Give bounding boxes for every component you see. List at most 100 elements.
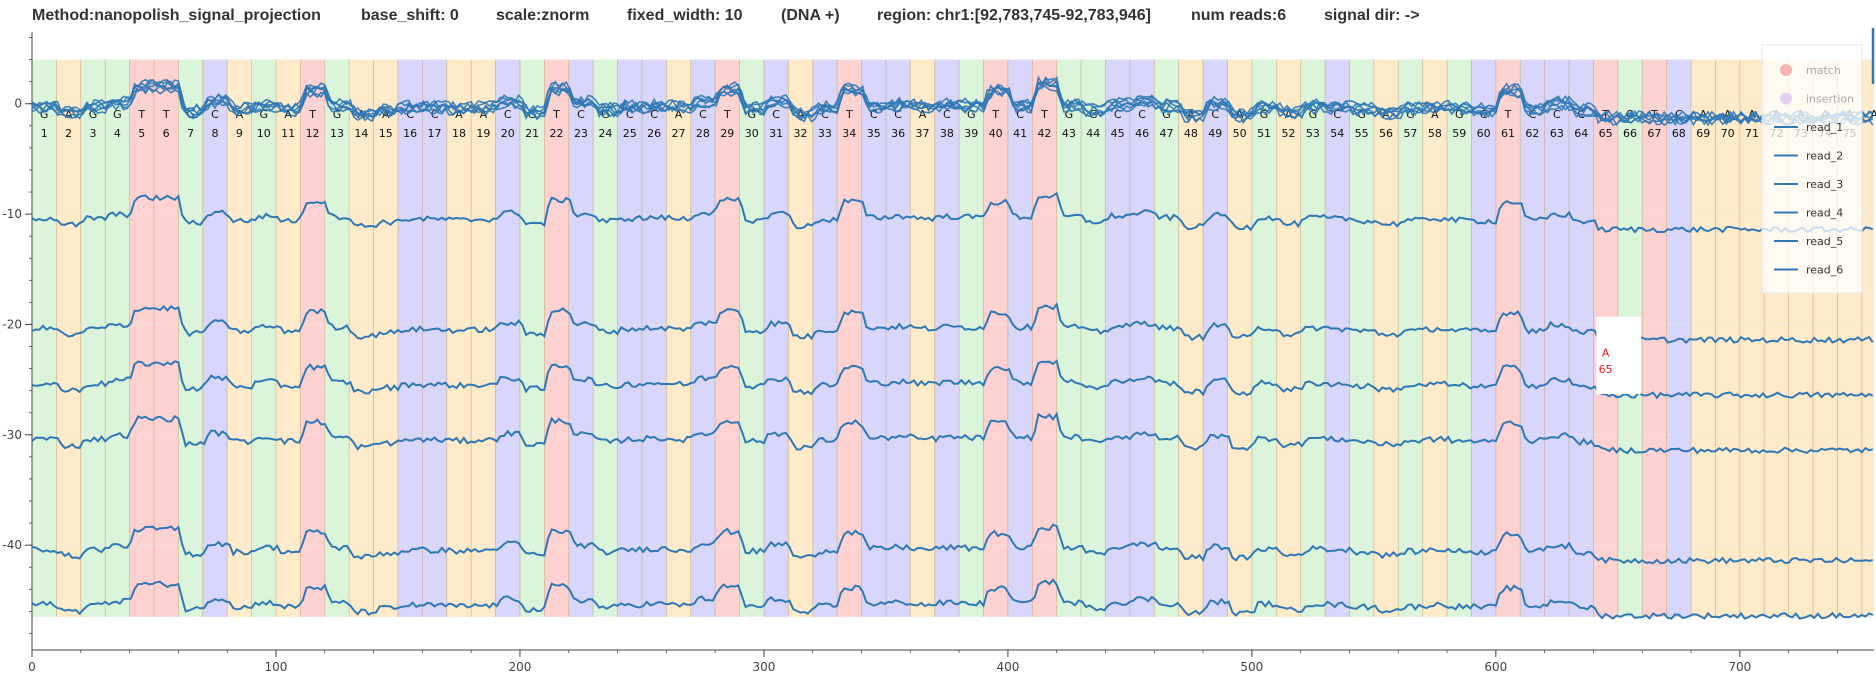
base-letter: C [1553,108,1561,121]
base-position: 40 [989,127,1003,140]
base-band [885,59,911,617]
base-band [1447,59,1472,617]
base-position: 31 [769,127,783,140]
stacked-trace-3 [31,359,1874,400]
base-position: 23 [574,127,588,140]
base-position: 60 [1477,127,1491,140]
base-letter: C [1138,108,1146,121]
stacked-trace-4 [31,411,1874,455]
base-position: 33 [818,127,832,140]
y-tick-label: -40 [2,538,22,552]
scale-label: scale:znorm [496,7,590,24]
x-tick-label: 200 [508,660,531,674]
base-band [739,59,764,617]
stacked-trace-1 [31,191,1874,234]
base-letter: G [260,108,269,121]
base-position: 16 [403,127,417,140]
legend-label: read_4 [1806,207,1843,220]
base-letter: G [1260,108,1269,121]
base-position: 28 [696,127,710,140]
base-position: 56 [1379,127,1393,140]
stacked-trace-6 [31,578,1874,620]
base-letter: T [1040,108,1048,121]
base-band [1129,59,1155,617]
base-position: 69 [1696,127,1710,140]
strand-label: (DNA +) [781,7,840,24]
base-letter: G [1357,108,1366,121]
base-band [641,59,667,617]
base-letter: G [1406,108,1415,121]
deletion-base: A [1602,346,1610,359]
base-band [1325,59,1350,617]
base-position: 25 [623,127,637,140]
base-letter: C [772,108,780,121]
base-band [227,59,252,617]
base-band [715,59,740,617]
base-letter: G [1162,108,1171,121]
fixed-width-label: fixed_width: 10 [627,7,743,24]
base-letter: G [967,108,976,121]
base-letter: G [40,108,49,121]
overlay-trace-4 [31,83,1874,127]
base-position: 41 [1013,127,1027,140]
base-band [373,59,398,617]
overlay-trace-6 [31,76,1874,121]
base-letter: G [89,108,98,121]
base-letter: C [821,108,829,121]
base-letter: A [919,108,927,121]
base-position: 53 [1306,127,1320,140]
base-letter: A [675,108,683,121]
base-position: 61 [1501,127,1515,140]
base-position: 68 [1672,127,1686,140]
base-band [934,59,960,617]
legend-marker [1780,92,1792,105]
base-band [812,59,838,617]
base-letter: C [1016,108,1024,121]
base-position: 45 [1111,127,1125,140]
legend-box [1761,44,1863,294]
base-position: 36 [891,127,905,140]
signal-series [31,75,1874,620]
header-bar: Method:nanopolish_signal_projection base… [0,0,1876,32]
base-position: 62 [1525,127,1539,140]
legend-label: read_5 [1806,235,1843,248]
base-position: 9 [236,127,243,140]
base-band [1056,59,1082,617]
base-band [666,59,691,617]
base-band [1544,59,1570,617]
base-band [56,59,81,617]
base-letter: G [1065,108,1074,121]
base-band [544,59,569,617]
method-label: Method:nanopolish_signal_projection [32,7,321,24]
base-band [1471,59,1496,617]
base-letter: T [845,108,853,121]
base-position: 54 [1330,127,1344,140]
legend-label: match [1806,64,1841,77]
base-letter: G [1455,108,1464,121]
y-tick-label: -10 [2,207,22,221]
base-band [959,59,984,617]
base-position: 27 [672,127,686,140]
legend[interactable]: match insertion read_1 read_2 read_3 read_4re… [1761,28,1875,294]
base-position: 44 [1086,127,1100,140]
base-position: 47 [1159,127,1173,140]
base-position: 55 [1355,127,1369,140]
base-band [1105,59,1130,617]
base-band [1422,59,1448,617]
base-position: 39 [964,127,978,140]
base-position: 4 [114,127,121,140]
legend-label: read_3 [1806,178,1843,191]
base-band [1203,59,1228,617]
base-letter: A [65,108,73,121]
base-position: 7 [187,127,194,140]
base-letter: C [1114,108,1122,121]
base-band [1373,59,1399,617]
base-letter: C [894,108,902,121]
base-position: 42 [1037,127,1051,140]
base-letter: C [211,108,219,121]
base-position: 19 [476,127,490,140]
base-labels: G 1 A 2 G 3 G 4 T 5 T 6 G 7 C 8 A 9 G 10 A 11 T 12 G 13 A 14 A 15 C 16 C… [40,108,1876,140]
base-letter: A [1431,108,1439,121]
legend-label: read_2 [1806,150,1843,163]
